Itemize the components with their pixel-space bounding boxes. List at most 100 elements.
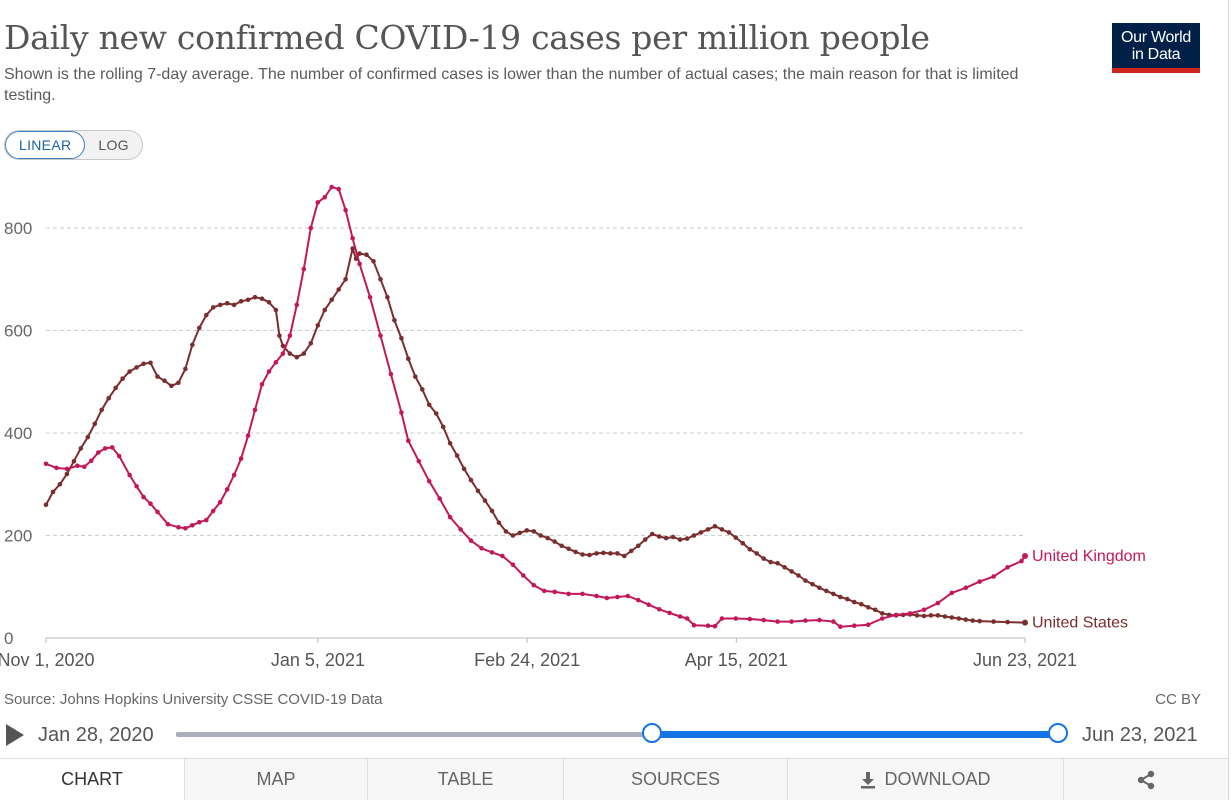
- data-point[interactable]: [162, 378, 167, 383]
- data-point[interactable]: [134, 484, 139, 489]
- data-point[interactable]: [1019, 558, 1024, 564]
- data-point[interactable]: [601, 550, 606, 556]
- data-point[interactable]: [468, 477, 474, 483]
- data-point[interactable]: [712, 623, 718, 629]
- data-point[interactable]: [726, 530, 732, 535]
- data-point[interactable]: [500, 553, 505, 559]
- data-point[interactable]: [789, 619, 794, 624]
- data-point[interactable]: [113, 385, 118, 391]
- data-point[interactable]: [859, 601, 864, 607]
- data-point[interactable]: [824, 588, 829, 594]
- data-point[interactable]: [120, 376, 125, 381]
- data-point[interactable]: [538, 533, 543, 538]
- data-point[interactable]: [489, 550, 495, 555]
- data-point[interactable]: [89, 458, 94, 464]
- tab-download[interactable]: DOWNLOAD: [787, 759, 1063, 800]
- data-point[interactable]: [420, 387, 425, 392]
- data-point[interactable]: [287, 351, 293, 356]
- data-point[interactable]: [663, 535, 669, 541]
- data-point[interactable]: [378, 277, 383, 282]
- data-point[interactable]: [106, 395, 111, 401]
- data-point[interactable]: [684, 616, 690, 621]
- data-point[interactable]: [210, 508, 216, 514]
- data-point[interactable]: [426, 478, 432, 484]
- data-point[interactable]: [357, 251, 362, 256]
- data-point[interactable]: [336, 287, 342, 292]
- data-point[interactable]: [608, 551, 613, 556]
- data-point[interactable]: [1005, 565, 1010, 570]
- data-point[interactable]: [907, 611, 913, 616]
- data-point[interactable]: [531, 529, 537, 534]
- data-point[interactable]: [587, 552, 592, 558]
- data-point[interactable]: [782, 565, 787, 570]
- data-point[interactable]: [433, 411, 439, 416]
- data-point[interactable]: [670, 534, 676, 540]
- data-point[interactable]: [625, 593, 631, 599]
- data-point[interactable]: [594, 593, 599, 599]
- data-point[interactable]: [963, 585, 969, 591]
- data-point[interactable]: [594, 551, 599, 556]
- data-point[interactable]: [364, 252, 369, 257]
- tab-share[interactable]: [1063, 759, 1228, 800]
- data-point[interactable]: [287, 333, 293, 338]
- data-point[interactable]: [646, 602, 651, 607]
- data-point[interactable]: [656, 534, 662, 539]
- data-point[interactable]: [468, 538, 474, 543]
- data-point[interactable]: [50, 489, 56, 495]
- timeline-selected-range[interactable]: [652, 731, 1058, 738]
- data-point[interactable]: [85, 434, 91, 440]
- data-point[interactable]: [458, 527, 463, 532]
- data-point[interactable]: [280, 351, 286, 356]
- series-label[interactable]: United Kingdom: [1032, 548, 1146, 565]
- data-point[interactable]: [740, 540, 746, 546]
- data-point[interactable]: [541, 588, 547, 594]
- data-point[interactable]: [510, 533, 516, 538]
- data-point[interactable]: [183, 366, 188, 372]
- data-point[interactable]: [691, 533, 697, 538]
- data-point[interactable]: [378, 333, 383, 338]
- play-icon[interactable]: [6, 724, 24, 746]
- data-point[interactable]: [803, 578, 808, 583]
- data-point[interactable]: [573, 549, 578, 555]
- data-point[interactable]: [64, 466, 70, 472]
- data-point[interactable]: [350, 236, 355, 241]
- data-point[interactable]: [761, 617, 766, 623]
- data-point[interactable]: [796, 573, 801, 578]
- data-point[interactable]: [566, 546, 571, 552]
- data-point[interactable]: [649, 531, 655, 537]
- log-scale-button[interactable]: LOG: [98, 137, 129, 153]
- data-point[interactable]: [454, 453, 460, 458]
- data-point[interactable]: [343, 277, 348, 282]
- source-note[interactable]: Source: Johns Hopkins University CSSE CO…: [4, 691, 383, 708]
- data-point[interactable]: [977, 618, 982, 624]
- data-point[interactable]: [461, 466, 467, 472]
- data-point[interactable]: [521, 573, 526, 578]
- data-point[interactable]: [719, 616, 725, 621]
- data-point[interactable]: [273, 307, 279, 313]
- tab-chart[interactable]: CHART: [0, 759, 184, 800]
- data-point[interactable]: [921, 607, 927, 613]
- data-point[interactable]: [489, 508, 495, 514]
- data-point[interactable]: [622, 553, 627, 559]
- data-point[interactable]: [148, 501, 153, 507]
- data-point[interactable]: [559, 543, 564, 549]
- data-point[interactable]: [817, 585, 822, 591]
- data-point[interactable]: [440, 424, 446, 430]
- data-point[interactable]: [970, 618, 975, 623]
- data-point[interactable]: [155, 509, 160, 515]
- data-point[interactable]: [176, 525, 181, 530]
- data-point[interactable]: [437, 496, 443, 501]
- data-point[interactable]: [273, 360, 279, 365]
- data-point[interactable]: [636, 597, 641, 603]
- linear-scale-button[interactable]: LINEAR: [5, 131, 86, 159]
- data-point[interactable]: [294, 354, 300, 360]
- data-point[interactable]: [977, 579, 982, 584]
- data-point[interactable]: [845, 596, 850, 602]
- data-point[interactable]: [392, 318, 397, 323]
- data-point[interactable]: [197, 519, 202, 525]
- data-point[interactable]: [259, 296, 265, 301]
- data-point[interactable]: [566, 591, 571, 597]
- data-point[interactable]: [176, 380, 181, 386]
- data-point[interactable]: [580, 552, 585, 557]
- data-point[interactable]: [531, 582, 537, 588]
